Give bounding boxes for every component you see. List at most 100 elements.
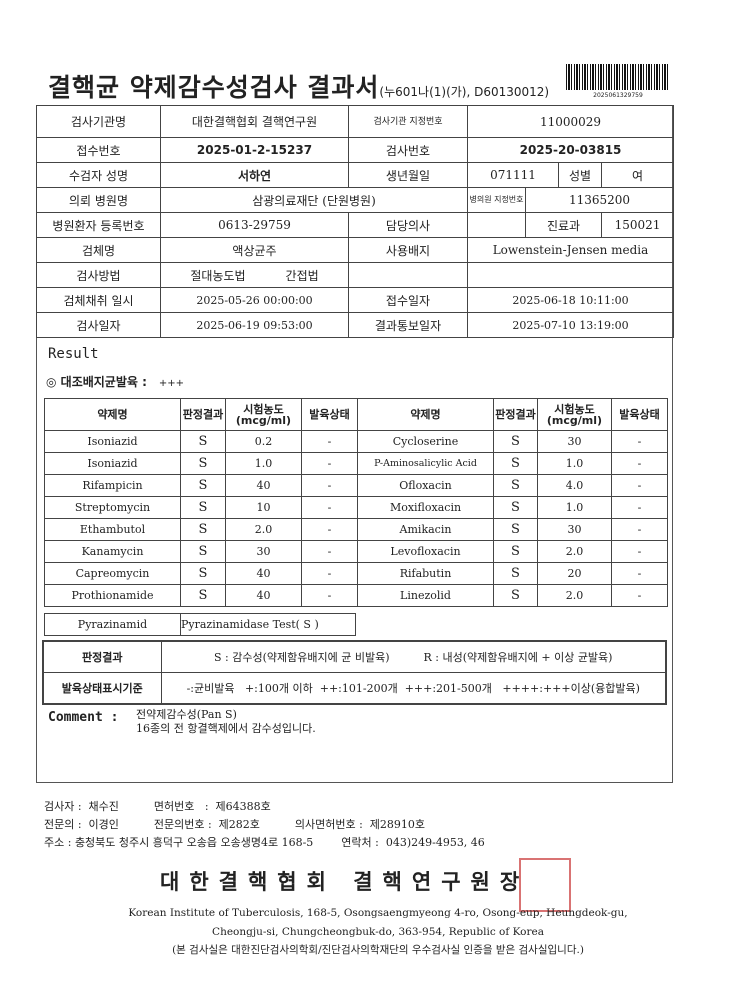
info-row: 병원환자 등록번호 0613-29759 담당의사 진료과 150021	[36, 212, 675, 238]
drug-name: Linezolid	[357, 584, 494, 607]
value	[467, 212, 526, 238]
drug-name: Ethambutol	[44, 518, 181, 541]
growth: -	[301, 518, 358, 541]
form-code: (누601나(1)(가), D60130012)	[379, 85, 550, 99]
label: 생년월일	[348, 162, 468, 188]
drug-name: Isoniazid	[44, 430, 181, 453]
info-row: 검사방법 절대농도법 간접법	[36, 262, 675, 288]
english-address-2: Cheongju-si, Chungcheongbuk-do, 363-954,…	[212, 926, 544, 938]
drug-name: Prothionamide	[44, 584, 181, 607]
drug-name: P-Aminosalicylic Acid	[357, 452, 494, 475]
label: 담당의사	[348, 212, 468, 238]
judgement: S	[180, 496, 226, 519]
judgement: S	[180, 518, 226, 541]
value: 서하연	[160, 162, 349, 188]
concentration: 40	[225, 584, 302, 607]
label: 의뢰 병원명	[36, 187, 161, 213]
drug-name: Capreomycin	[44, 562, 181, 585]
concentration: 2.0	[537, 540, 612, 563]
drug-name: Streptomycin	[44, 496, 181, 519]
growth: -	[301, 452, 358, 475]
info-row: 의뢰 병원명 삼광의료재단 (단원병원) 병의원 지정번호 11365200	[36, 187, 675, 213]
drug-name: Amikacin	[357, 518, 494, 541]
col-header: 시험농도(mcg/ml)	[537, 398, 612, 431]
label: 검체채취 일시	[36, 287, 161, 313]
empty-cell	[466, 262, 675, 288]
growth: -	[301, 584, 358, 607]
judgement: S	[493, 430, 538, 453]
value: 액상균주	[160, 237, 349, 263]
judgement: S	[180, 474, 226, 497]
drug-name: Cycloserine	[357, 430, 494, 453]
judgement: S	[493, 584, 538, 607]
concentration: 0.2	[225, 430, 302, 453]
judgement: S	[493, 518, 538, 541]
info-row: 검사기관명 대한결핵협회 결핵연구원 검사기관 지정번호 11000029	[36, 105, 675, 138]
concentration: 20	[537, 562, 612, 585]
concentration: 2.0	[225, 518, 302, 541]
comment-line: 16종의 전 항결핵제에서 감수성입니다.	[136, 722, 316, 735]
judgement: S	[493, 540, 538, 563]
info-table: 검사기관명 대한결핵협회 결핵연구원 검사기관 지정번호 11000029 접수…	[36, 105, 675, 338]
legend-table: 판정결과 S : 감수성(약제함유배지에 균 비발육) R : 내성(약제함유배지…	[42, 640, 667, 705]
growth: -	[611, 562, 668, 585]
judgement: S	[493, 452, 538, 475]
judgement: S	[180, 452, 226, 475]
label: 검사방법	[36, 262, 161, 288]
info-row: 수검자 성명 서하연 생년월일 071111 성별 여	[36, 162, 675, 188]
value: 2025-06-18 10:11:00	[466, 287, 675, 313]
drug-name: Moxifloxacin	[357, 496, 494, 519]
english-address-1: Korean Institute of Tuberculosis, 168-5,…	[128, 907, 628, 919]
value: 2025-20-03815	[466, 137, 675, 163]
drug-row: Rifampicin S 40- Ofloxacin S 4.0-	[44, 474, 668, 497]
col-header: 약제명	[44, 398, 181, 431]
col-header: 시험농도(mcg/ml)	[225, 398, 302, 431]
value: 0613-29759	[160, 212, 349, 238]
label: 사용배지	[348, 237, 468, 263]
drug-name: Levofloxacin	[357, 540, 494, 563]
growth: -	[301, 474, 358, 497]
concentration: 10	[225, 496, 302, 519]
specialist-line: 전문의 : 이경인 전문의번호 : 제282호 의사면허번호 : 제28910호	[44, 818, 426, 831]
judgement: S	[180, 430, 226, 453]
growth: -	[301, 540, 358, 563]
drug-row: Isoniazid S 1.0- P-Aminosalicylic Acid S 1.0-	[44, 452, 668, 475]
concentration: 40	[225, 474, 302, 497]
concentration: 1.0	[537, 452, 612, 475]
drug-name: Rifabutin	[357, 562, 494, 585]
value: 2025-07-10 13:19:00	[466, 312, 675, 338]
concentration: 30	[537, 518, 612, 541]
method-2: 간접법	[285, 268, 319, 283]
official-seal-icon	[519, 858, 571, 912]
judge-label: 판정결과	[42, 640, 162, 673]
method-1: 절대농도법	[190, 268, 246, 283]
growth: -	[611, 474, 668, 497]
drug-table-header: 약제명 판정결과 시험농도(mcg/ml) 발육상태 약제명 판정결과 시험농도…	[44, 398, 668, 431]
examiner-line: 검사자 : 채수진 면허번호 : 제64388호	[44, 800, 271, 813]
value: 절대농도법 간접법	[160, 262, 349, 288]
col-header: 판정결과	[180, 398, 226, 431]
drug-name: Rifampicin	[44, 474, 181, 497]
institution-name: 대한결핵협회 결핵연구원장	[160, 870, 530, 894]
concentration: 1.0	[537, 496, 612, 519]
growth: -	[301, 430, 358, 453]
label: 병의원 지정번호	[467, 187, 526, 213]
label: 진료과	[525, 212, 602, 238]
info-row: 검체명 액상균주 사용배지 Lowenstein-Jensen media	[36, 237, 675, 263]
judgement: S	[493, 474, 538, 497]
col-header: 발육상태	[611, 398, 668, 431]
comment-text: 전약제감수성(Pan S) 16종의 전 항결핵제에서 감수성입니다.	[136, 708, 316, 736]
value: 2025-01-2-15237	[160, 137, 349, 163]
value: 11000029	[466, 105, 675, 138]
value: 여	[600, 162, 675, 188]
barcode-icon	[566, 64, 670, 90]
growth: -	[301, 496, 358, 519]
judgement: S	[180, 562, 226, 585]
growth: -	[611, 540, 668, 563]
label: 검체명	[36, 237, 161, 263]
growth: -	[611, 518, 668, 541]
label: 결과통보일자	[348, 312, 468, 338]
col-header: 약제명	[357, 398, 494, 431]
pza-value: Pyrazinamidase Test( S )	[180, 613, 356, 636]
pza-label: Pyrazinamid	[44, 613, 181, 636]
